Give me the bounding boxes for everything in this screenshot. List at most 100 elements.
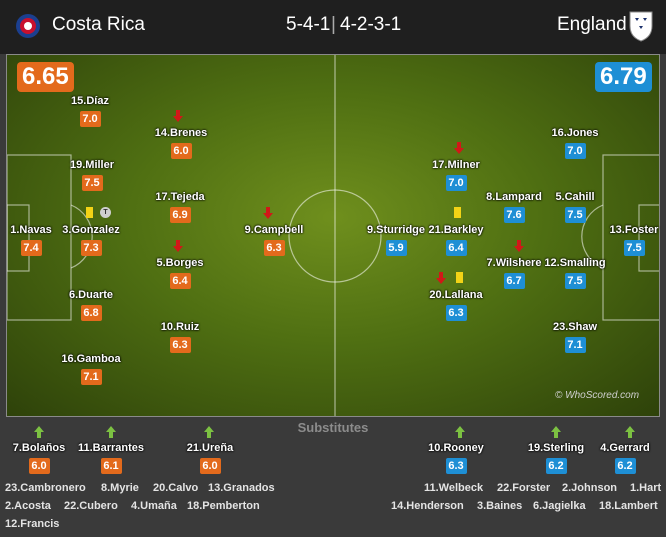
bench-player[interactable]: 18.Pemberton (187, 500, 260, 512)
player-rating: 6.0 (170, 143, 192, 159)
bench-player[interactable]: 2.Acosta (5, 500, 51, 512)
player-rating: 6.2 (545, 458, 567, 474)
player-rating: 6.1 (100, 458, 122, 474)
yellow-card-icon (456, 272, 463, 283)
home-player[interactable]: 14.Brenes 6.0 (154, 127, 208, 159)
bench-player[interactable]: 11.Welbeck (424, 482, 484, 494)
substitutes-title: Substitutes (297, 420, 369, 435)
watermark: © WhoScored.com (555, 390, 640, 401)
away-sub-player[interactable]: 19.Sterling 6.2 (527, 442, 585, 474)
red-arrow-down-icon (514, 240, 524, 252)
bench-player[interactable]: 20.Calvo (153, 482, 199, 494)
green-arrow-up-icon (106, 426, 116, 438)
bench-player[interactable]: 18.Lambert (599, 500, 658, 512)
away-player[interactable]: 13.Foster 7.5 (609, 224, 659, 256)
home-player[interactable]: 16.Gamboa 7.1 (61, 353, 121, 385)
green-arrow-up-icon (625, 426, 635, 438)
home-player[interactable]: 10.Ruiz 6.3 (160, 321, 200, 353)
away-team-rating: 6.79 (595, 62, 652, 92)
away-team-name: England (557, 14, 627, 35)
bench-player[interactable]: 8.Myrie (101, 482, 139, 494)
bench-player[interactable]: 1.Hart (630, 482, 662, 494)
away-player[interactable]: 12.Smalling 7.5 (544, 257, 606, 289)
away-player[interactable]: 17.Milner 7.0 (432, 159, 480, 191)
player-rating: 6.0 (199, 458, 221, 474)
home-sub-player[interactable]: 7.Bolaños 6.0 (12, 442, 66, 474)
away-player[interactable]: 5.Cahill 7.5 (555, 191, 595, 223)
player-rating: 7.0 (564, 143, 586, 159)
player-rating: 6.3 (169, 337, 191, 353)
red-arrow-down-icon (454, 142, 464, 154)
bench-player[interactable]: 22.Cubero (64, 500, 118, 512)
home-team-rating: 6.65 (17, 62, 74, 92)
away-player[interactable]: 20.Lallana 6.3 (429, 289, 483, 321)
player-rating: 6.3 (263, 240, 285, 256)
player-rating: 7.5 (81, 175, 103, 191)
away-player[interactable]: 7.Wilshere 6.7 (486, 257, 542, 289)
bench-player[interactable]: 2.Johnson (562, 482, 618, 494)
bench-player[interactable]: 4.Umaña (131, 500, 177, 512)
bench-player[interactable]: 23.Cambronero (5, 482, 86, 494)
home-formation: 5-4-1 (286, 14, 331, 35)
away-player[interactable]: 21.Barkley 6.4 (428, 224, 484, 256)
home-player[interactable]: 5.Borges 6.4 (156, 257, 204, 289)
player-rating: 6.2 (614, 458, 636, 474)
player-rating: 7.4 (20, 240, 42, 256)
green-arrow-up-icon (455, 426, 465, 438)
bench-player[interactable]: 13.Granados (208, 482, 275, 494)
costa-rica-crest-icon (16, 14, 40, 38)
home-team-name: Costa Rica (52, 14, 145, 35)
home-player[interactable]: 1.Navas 7.4 (10, 224, 52, 256)
player-rating: 7.5 (564, 273, 586, 289)
player-rating: 7.6 (503, 207, 525, 223)
player-rating: 7.3 (80, 240, 102, 256)
player-rating: 7.1 (80, 369, 102, 385)
red-arrow-down-icon (263, 207, 273, 219)
player-rating: 6.9 (169, 207, 191, 223)
red-arrow-down-icon (173, 240, 183, 252)
green-arrow-up-icon (34, 426, 44, 438)
event-badge-icon: T (100, 207, 111, 218)
bench-player[interactable]: 12.Francis (5, 518, 60, 530)
player-rating: 6.4 (445, 240, 467, 256)
player-rating: 7.5 (623, 240, 645, 256)
pitch (6, 54, 660, 417)
away-player[interactable]: 23.Shaw 7.1 (552, 321, 598, 353)
green-arrow-up-icon (204, 426, 214, 438)
player-rating: 6.3 (445, 458, 467, 474)
player-rating: 7.0 (445, 175, 467, 191)
home-sub-player[interactable]: 11.Barrantes 6.1 (77, 442, 145, 474)
home-player[interactable]: 17.Tejeda 6.9 (155, 191, 205, 223)
home-player[interactable]: 9.Campbell 6.3 (244, 224, 304, 256)
player-rating: 6.3 (445, 305, 467, 321)
green-arrow-up-icon (551, 426, 561, 438)
home-player[interactable]: 15.Díaz 7.0 (71, 95, 109, 127)
bench-player[interactable]: 3.Baines (477, 500, 523, 512)
pitch-markings (7, 55, 659, 416)
player-rating: 7.1 (564, 337, 586, 353)
bench-player[interactable]: 14.Henderson (391, 500, 464, 512)
away-formation: 4-2-3-1 (340, 14, 402, 35)
home-player[interactable]: 3.Gonzalez 7.3 (62, 224, 120, 256)
yellow-card-icon (454, 207, 461, 218)
home-sub-player[interactable]: 21.Ureña 6.0 (186, 442, 234, 474)
yellow-card-icon (86, 207, 93, 218)
player-rating: 6.7 (503, 273, 525, 289)
match-header: Costa Rica 5-4-1 | 4-2-3-1 England (0, 0, 666, 54)
home-player[interactable]: 19.Miller 7.5 (69, 159, 115, 191)
player-rating: 7.0 (79, 111, 101, 127)
home-player[interactable]: 6.Duarte 6.8 (68, 289, 114, 321)
bench-player[interactable]: 22.Forster (497, 482, 551, 494)
away-player[interactable]: 8.Lampard 7.6 (486, 191, 542, 223)
england-crest-icon (629, 11, 653, 42)
player-rating: 6.8 (80, 305, 102, 321)
away-player[interactable]: 16.Jones 7.0 (551, 127, 599, 159)
player-rating: 6.4 (169, 273, 191, 289)
formation-separator: | (331, 14, 336, 35)
player-rating: 5.9 (385, 240, 407, 256)
away-sub-player[interactable]: 4.Gerrard 6.2 (600, 442, 650, 474)
red-arrow-down-icon (173, 110, 183, 122)
bench-player[interactable]: 6.Jagielka (533, 500, 586, 512)
away-player[interactable]: 9.Sturridge 5.9 (366, 224, 426, 256)
away-sub-player[interactable]: 10.Rooney 6.3 (428, 442, 484, 474)
